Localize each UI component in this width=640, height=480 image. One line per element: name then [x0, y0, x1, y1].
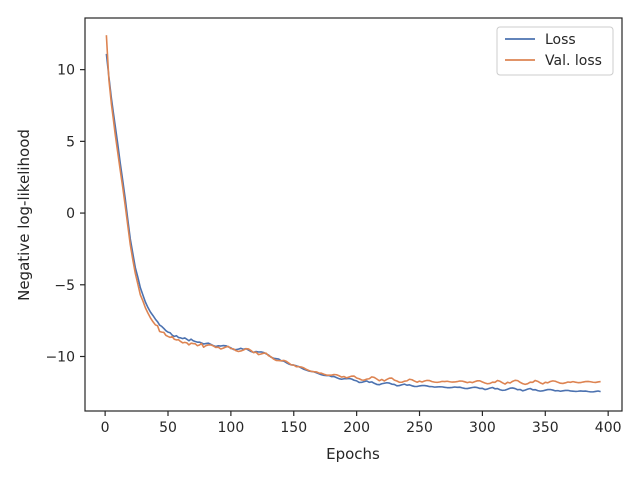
- x-axis-label: Epochs: [326, 445, 380, 463]
- x-tick-label: 50: [159, 420, 177, 436]
- series-line-0: [105, 53, 601, 393]
- series-line-1: [105, 35, 601, 386]
- x-tick-label: 150: [280, 420, 307, 436]
- y-axis-label: Negative log-likelihood: [15, 129, 33, 301]
- y-tick-label: −5: [54, 278, 75, 294]
- legend-label-loss: Loss: [545, 32, 576, 48]
- y-tick-label: −10: [45, 349, 75, 365]
- x-tick-label: 0: [101, 420, 110, 436]
- legend: Loss Val. loss: [496, 26, 614, 76]
- x-tick-label: 350: [532, 420, 559, 436]
- x-tick-label: 250: [406, 420, 433, 436]
- y-tick-label: 5: [66, 134, 75, 150]
- y-axis-ticks: −10 −5 0 5 10: [45, 63, 85, 365]
- series-lines: [105, 35, 601, 393]
- x-tick-label: 400: [595, 420, 622, 436]
- x-tick-label: 200: [343, 420, 370, 436]
- y-tick-label: 10: [57, 63, 75, 79]
- legend-label-val-loss: Val. loss: [545, 53, 602, 69]
- x-tick-label: 100: [218, 420, 245, 436]
- y-tick-label: 0: [66, 206, 75, 222]
- x-tick-label: 300: [469, 420, 496, 436]
- x-axis-ticks: 0 50 100 150 200 250 300 350 400: [101, 411, 622, 436]
- plot-frame: [84, 17, 623, 412]
